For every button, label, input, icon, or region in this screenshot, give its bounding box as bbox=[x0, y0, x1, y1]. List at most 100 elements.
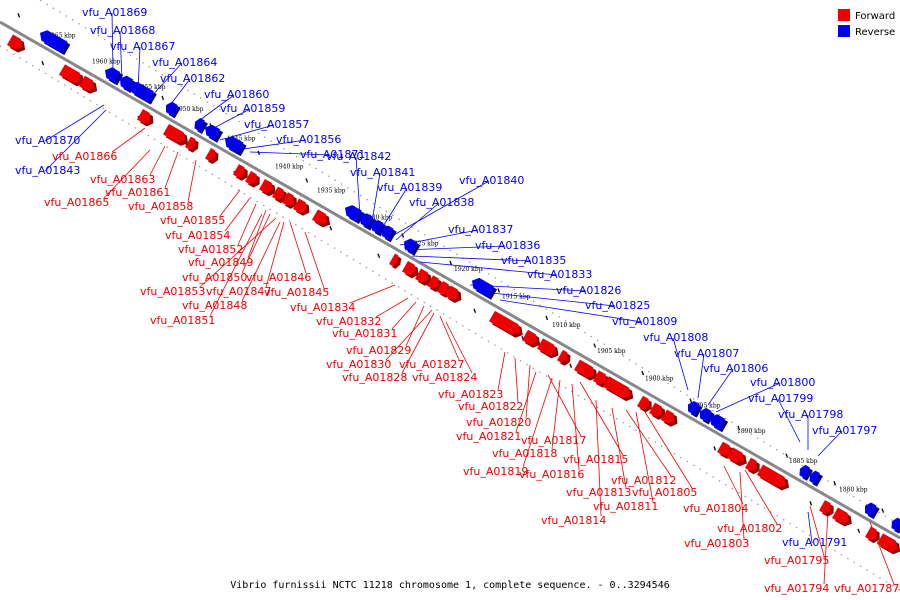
reverse-gene-arrow bbox=[700, 407, 712, 422]
leader-line-forward bbox=[522, 377, 553, 468]
forward-gene-arrow bbox=[727, 447, 744, 464]
leader-line-forward bbox=[571, 383, 580, 471]
forward-gene-arrow bbox=[259, 179, 273, 194]
leader-line-forward bbox=[445, 321, 473, 374]
tick-label: 1920 kbp bbox=[454, 266, 483, 273]
tick-label: 1910 kbp bbox=[552, 322, 581, 329]
reverse-gene-arrow bbox=[360, 213, 374, 228]
gene-label-forward: vfu_A01858 bbox=[128, 200, 193, 213]
marker-dash bbox=[809, 501, 813, 506]
leader-line-reverse bbox=[715, 382, 781, 413]
leader-line-reverse bbox=[381, 187, 408, 229]
leader-line-forward bbox=[199, 217, 277, 288]
leader-line-forward bbox=[187, 159, 197, 203]
leader-line-forward bbox=[349, 284, 396, 304]
leader-line-reverse bbox=[672, 337, 689, 391]
forward-gene-arrow bbox=[745, 457, 757, 472]
gene-label-reverse: vfu_A01857 bbox=[244, 118, 309, 131]
forward-gene-arrow bbox=[717, 441, 731, 456]
gene-label-forward: vfu_A01794 bbox=[764, 582, 829, 595]
kbp-ticks: 1965 kbp 1960 kbp 1955 kbp 1950 kbp 1945 kbp… bbox=[17, 13, 885, 534]
forward-gene-arrow bbox=[293, 198, 307, 213]
reverse-gene-arrow bbox=[120, 75, 134, 90]
leader-line-reverse bbox=[235, 139, 307, 151]
forward-gene-arrow bbox=[79, 75, 95, 91]
gene-label-forward: vfu_A01822 bbox=[458, 400, 523, 413]
gene-label-reverse: vfu_A01791 bbox=[782, 536, 847, 549]
tick-label: 1940 kbp bbox=[275, 163, 304, 170]
tick-label: 1915 kbp bbox=[502, 293, 531, 300]
reverse-gene-arrow bbox=[865, 502, 877, 517]
leader-line-forward bbox=[809, 505, 825, 557]
forward-gene-arrow bbox=[537, 338, 556, 356]
forward-gene-arrow bbox=[245, 170, 257, 185]
reverse-gene-arrow bbox=[688, 400, 700, 415]
gene-label-forward: vfu_A01829 bbox=[346, 344, 411, 357]
tick-label: 1885 kbp bbox=[789, 458, 818, 465]
gene-label-forward: vfu_A01811 bbox=[593, 500, 658, 513]
gene-label-reverse: vfu_A01808 bbox=[643, 331, 708, 344]
leader-line-forward bbox=[525, 364, 531, 419]
tick-label: 1935 kbp bbox=[317, 187, 346, 194]
marker-dash bbox=[881, 508, 885, 513]
gene-label-reverse: vfu_A01800 bbox=[750, 376, 815, 389]
gene-label-forward: vfu_A01787 bbox=[834, 582, 899, 595]
gene-label-forward: vfu_A01852 bbox=[178, 243, 243, 256]
gene-label-forward: vfu_A01821 bbox=[456, 430, 521, 443]
reverse-gene-arrow bbox=[382, 225, 394, 240]
reverse-gene-arrow bbox=[105, 67, 121, 83]
forward-gene-arrow bbox=[522, 329, 538, 345]
leader-line-reverse bbox=[391, 180, 490, 237]
gene-label-reverse: vfu_A01798 bbox=[778, 408, 843, 421]
forward-gene-arrow bbox=[649, 402, 663, 417]
leader-line-reverse bbox=[481, 291, 616, 307]
gene-label-reverse: vfu_A01868 bbox=[90, 24, 155, 37]
gene-label-forward: vfu_A01812 bbox=[611, 474, 676, 487]
marker-dash bbox=[161, 95, 165, 101]
reverse-gene-arrow bbox=[809, 470, 820, 484]
gene-label-reverse: vfu_A01841 bbox=[350, 166, 415, 179]
gene-label-forward: vfu_A01831 bbox=[332, 327, 397, 340]
forward-gene-arrow bbox=[205, 148, 216, 162]
legend-reverse-swatch bbox=[838, 25, 850, 37]
tick-label: 1895 kbp bbox=[692, 402, 721, 409]
leader-line-forward bbox=[723, 465, 744, 505]
gene-label-reverse: vfu_A01862 bbox=[160, 72, 225, 85]
gene-label-reverse: vfu_A01870 bbox=[15, 134, 80, 147]
reverse-gene-arrow bbox=[799, 464, 810, 478]
reverse-gene-arrow bbox=[891, 517, 900, 531]
marker-dash bbox=[257, 150, 261, 156]
leader-line-forward bbox=[439, 315, 460, 361]
lower-guide-line bbox=[0, 45, 900, 591]
reverse-gene-arrow bbox=[710, 414, 726, 430]
leader-line-forward bbox=[611, 407, 627, 489]
upper-guide-line bbox=[39, 0, 900, 526]
forward-gene-arrow bbox=[819, 500, 831, 514]
marker-dash bbox=[785, 453, 789, 458]
gene-label-forward: vfu_A01849 bbox=[188, 256, 253, 269]
forward-gene-arrow bbox=[137, 109, 151, 124]
leader-line-forward bbox=[497, 351, 506, 391]
reverse-gene-arrow bbox=[225, 136, 244, 154]
gene-label-reverse: vfu_A01869 bbox=[82, 6, 147, 19]
marker-dash bbox=[689, 398, 693, 403]
leader-line-forward bbox=[304, 231, 325, 289]
leader-lines bbox=[44, 12, 895, 585]
gene-label-reverse: vfu_A01859 bbox=[220, 102, 285, 115]
leader-line-forward bbox=[405, 305, 425, 347]
gene-label-forward: vfu_A01865 bbox=[44, 196, 109, 209]
gene-label-forward: vfu_A01861 bbox=[105, 186, 170, 199]
leader-line-reverse bbox=[249, 151, 331, 156]
marker-dash bbox=[473, 308, 477, 314]
gene-label-reverse: vfu_A01839 bbox=[377, 181, 442, 194]
reverse-gene-arrow bbox=[472, 277, 495, 297]
tick-label: 1955 kbp bbox=[137, 84, 166, 91]
leader-line-reverse bbox=[419, 261, 558, 276]
leader-line-reverse bbox=[807, 511, 813, 544]
leader-line-reverse bbox=[707, 368, 734, 406]
gene-label-forward: vfu_A01804 bbox=[683, 502, 748, 515]
gene-label-forward: vfu_A01855 bbox=[160, 214, 225, 227]
leader-line-forward bbox=[401, 312, 435, 374]
leader-line-forward bbox=[514, 357, 519, 403]
forward-gene-arrow bbox=[389, 253, 399, 266]
